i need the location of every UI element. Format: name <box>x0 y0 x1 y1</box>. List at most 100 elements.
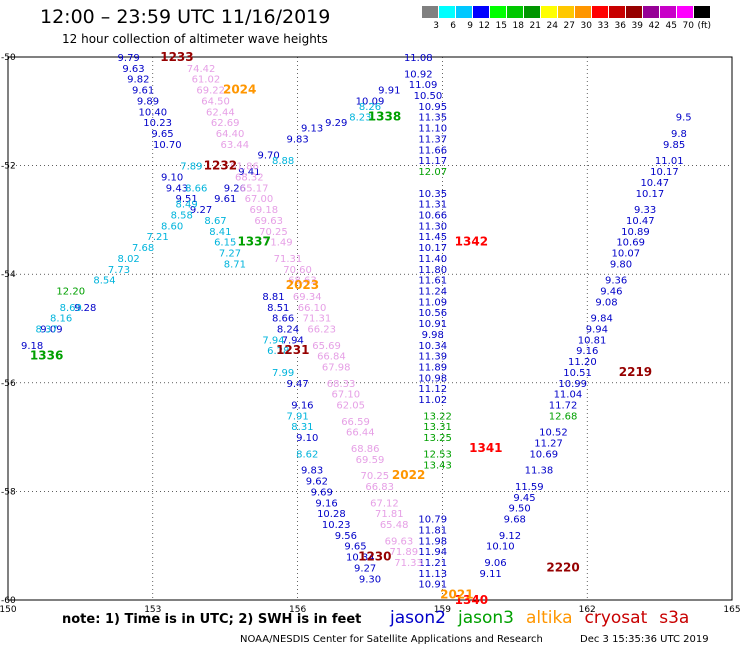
cryosat-point: 64.50 <box>201 96 230 107</box>
jason2-point: 10.99 <box>558 379 587 390</box>
jason3-point: 13.25 <box>423 433 452 444</box>
jason2-point: 9.82 <box>127 75 149 86</box>
jason2-point: 10.34 <box>418 341 447 352</box>
jason2-point: 9.08 <box>595 297 617 308</box>
cryosat-point: 68.63 <box>288 276 317 287</box>
y-tick-label: -54 <box>1 270 16 280</box>
jason2-point: 9.65 <box>344 542 366 553</box>
cryosat-point: 63.44 <box>221 140 250 151</box>
jason2-point: 9.13 <box>301 124 323 135</box>
jason2-point: 9.98 <box>422 330 444 341</box>
jason2-point: 11.61 <box>418 276 447 287</box>
scale-swatch <box>490 6 506 18</box>
jason2-point: 10.23 <box>143 118 172 129</box>
scale-swatch <box>643 6 659 18</box>
scale-label: 45 <box>665 21 677 31</box>
cryosat-point: 69.18 <box>249 205 278 216</box>
scale-swatch <box>439 6 455 18</box>
scale-swatch <box>626 6 642 18</box>
cryosat-point: 66.23 <box>307 325 336 336</box>
scale-swatch <box>575 6 591 18</box>
time-label: 2219 <box>619 365 652 379</box>
scale-swatch <box>507 6 523 18</box>
jason2-point: 9.85 <box>663 140 685 151</box>
cryosat-point: 70.25 <box>259 227 288 238</box>
page-subtitle: 12 hour collection of altimeter wave hei… <box>62 32 328 46</box>
cryosat-point: 62.44 <box>206 107 235 118</box>
altika-point: 8.02 <box>118 254 140 265</box>
jason2-point: 10.91 <box>418 319 447 330</box>
legend-jason2: jason2 <box>390 608 446 628</box>
jason2-point: 10.47 <box>626 216 655 227</box>
altika-point: 7.91 <box>286 411 308 422</box>
jason2-point: 11.81 <box>418 525 447 536</box>
jason2-point: 10.28 <box>317 509 346 520</box>
jason2-point: 10.79 <box>418 515 447 526</box>
altika-point: 8.54 <box>93 276 115 287</box>
jason2-point: 9.10 <box>296 433 318 444</box>
cryosat-point: 65.69 <box>312 341 341 352</box>
altika-point: 7.73 <box>108 265 130 276</box>
scale-label: 12 <box>478 21 490 31</box>
time-label: 2022 <box>392 468 425 482</box>
scale-swatch <box>422 6 438 18</box>
cryosat-point: 68.33 <box>327 379 356 390</box>
jason2-point: 9.80 <box>610 259 632 270</box>
jason2-point: 10.69 <box>529 449 558 460</box>
jason2-point: 11.24 <box>418 286 447 297</box>
jason2-point: 9.69 <box>311 487 333 498</box>
cryosat-point: 66.83 <box>365 482 394 493</box>
altika-point: 8.67 <box>204 216 226 227</box>
jason2-point: 11.30 <box>418 221 447 232</box>
cryosat-point: 68.86 <box>351 444 380 455</box>
legend-altika: altika <box>526 608 573 628</box>
x-tick-label: 165 <box>723 605 740 615</box>
jason2-point: 10.56 <box>418 308 447 319</box>
scale-swatch <box>677 6 693 18</box>
jason2-point: 10.17 <box>418 243 447 254</box>
cryosat-point: 69.63 <box>254 216 283 227</box>
cryosat-point: 67.00 <box>245 194 274 205</box>
scale-swatch <box>694 6 710 18</box>
altika-point: 8.31 <box>291 422 313 433</box>
jason3-point: 13.31 <box>423 422 452 433</box>
x-tick-label: 162 <box>579 605 596 615</box>
page-title: 12:00 – 23:59 UTC 11/16/2019 <box>40 6 331 28</box>
jason2-point: 10.40 <box>138 107 167 118</box>
jason2-point: 9.62 <box>306 477 328 488</box>
altika-point: 8.37 <box>35 325 57 336</box>
jason2-point: 11.98 <box>418 536 447 547</box>
jason2-point: 9.12 <box>499 531 521 542</box>
jason2-point: 9.09 <box>40 325 62 336</box>
y-tick-label: -56 <box>1 379 16 389</box>
cryosat-point: 62.69 <box>211 118 240 129</box>
jason2-point: 11.66 <box>418 145 447 156</box>
jason2-point: 11.31 <box>418 200 447 211</box>
cryosat-point: 65.17 <box>240 183 269 194</box>
jason2-point: 9.26 <box>224 183 246 194</box>
jason3-point: 12.53 <box>423 449 452 460</box>
altika-point: 8.49 <box>175 200 197 211</box>
scale-label: 18 <box>512 21 524 31</box>
jason2-point: 9.8 <box>671 129 687 140</box>
jason3-point: 13.43 <box>423 460 452 471</box>
jason2-point: 9.28 <box>74 303 96 314</box>
jason2-point: 9.61 <box>132 86 154 97</box>
time-label: 2220 <box>546 560 579 574</box>
jason2-point: 10.91 <box>418 580 447 591</box>
jason2-point: 9.16 <box>291 401 313 412</box>
jason2-point: 11.01 <box>655 156 684 167</box>
cryosat-point: 70.60 <box>283 265 312 276</box>
jason2-point: 9.16 <box>576 346 598 357</box>
cryosat-point: 69.63 <box>385 536 414 547</box>
legend-cryosat: cryosat <box>584 608 648 628</box>
jason2-point: 10.17 <box>650 167 679 178</box>
cryosat-point: 61.86 <box>230 162 259 173</box>
jason2-point: 9.51 <box>175 194 197 205</box>
scale-label: 21 <box>529 21 541 31</box>
jason2-point: 10.52 <box>539 428 568 439</box>
cryosat-point: 71.81 <box>375 509 404 520</box>
jason3-point: 13.22 <box>423 411 452 422</box>
jason2-point: 9.83 <box>286 134 308 145</box>
